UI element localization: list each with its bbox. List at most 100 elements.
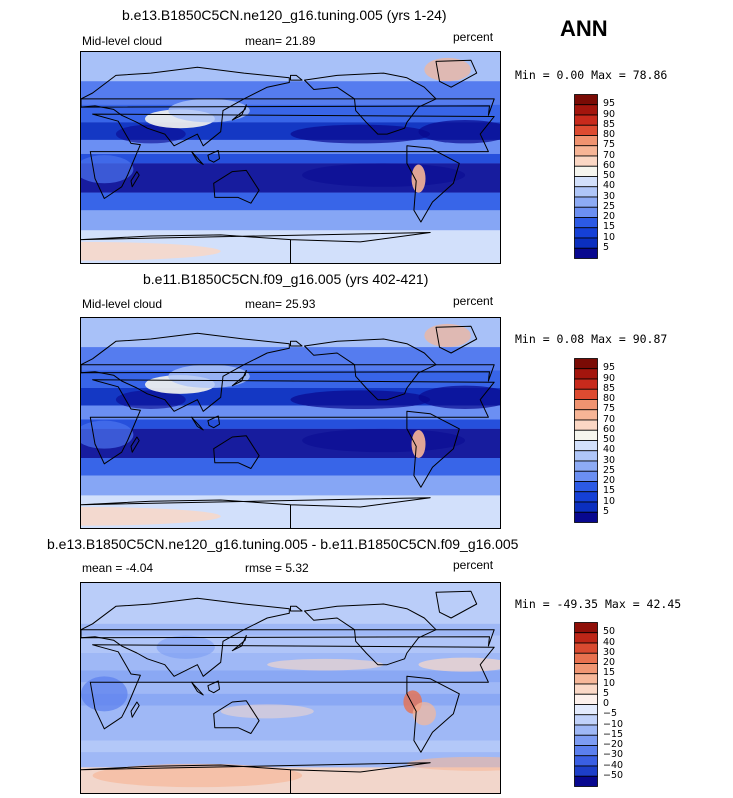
colorbar-box bbox=[574, 165, 598, 177]
colorbar-box bbox=[574, 511, 598, 523]
cloud-patch bbox=[81, 676, 128, 712]
colorbar-tick-label: 20 bbox=[603, 475, 616, 486]
cloud-patch bbox=[302, 428, 466, 453]
colorbar-tick-label: 30 bbox=[603, 646, 616, 658]
colorbar-box bbox=[574, 196, 598, 208]
colorbar-box bbox=[574, 114, 598, 126]
cloud-band bbox=[81, 740, 500, 753]
colorbar-tick-label: 75 bbox=[603, 139, 616, 151]
cloud-band bbox=[81, 139, 500, 154]
colorbar-tick-label: 15 bbox=[603, 485, 616, 497]
coastline bbox=[435, 325, 478, 354]
coastline bbox=[130, 171, 140, 188]
colorbar-tick-label: 60 bbox=[603, 159, 616, 171]
panel-2-min-max: Min = 0.08 Max = 90.87 bbox=[515, 332, 668, 346]
cloud-patch bbox=[81, 507, 221, 526]
colorbar-box bbox=[574, 693, 598, 705]
colorbar-tick-label: −15 bbox=[603, 728, 624, 740]
coastline bbox=[304, 338, 437, 401]
colorbar-tick-label: 10 bbox=[603, 677, 616, 689]
coastline bbox=[191, 416, 204, 431]
cloud-patch bbox=[92, 763, 303, 788]
coastline bbox=[213, 700, 260, 734]
colorbar-box bbox=[574, 409, 598, 421]
coastline bbox=[89, 379, 495, 465]
colorbar-box bbox=[574, 704, 598, 716]
colorbar-tick-label: 40 bbox=[603, 636, 616, 648]
colorbar-tick-label: 90 bbox=[603, 372, 616, 384]
colorbar-box bbox=[574, 155, 598, 167]
panel-2-variable-label: Mid-level cloud bbox=[82, 297, 163, 311]
colorbar-box bbox=[574, 755, 598, 767]
colorbar-box bbox=[574, 652, 598, 664]
colorbar-box bbox=[574, 632, 598, 644]
colorbar-box bbox=[574, 358, 598, 370]
colorbar-tick-label: 50 bbox=[603, 170, 616, 181]
cloud-patch bbox=[168, 98, 250, 123]
colorbar-box bbox=[574, 501, 598, 513]
colorbar-box bbox=[574, 429, 598, 441]
coastline bbox=[130, 701, 140, 718]
colorbar-box bbox=[574, 460, 598, 472]
colorbar-box bbox=[574, 724, 598, 736]
cloud-patch bbox=[168, 364, 250, 388]
colorbar-box bbox=[574, 368, 598, 380]
panel-1-map bbox=[80, 51, 501, 264]
colorbar-tick-label: 95 bbox=[603, 98, 616, 110]
coastline bbox=[81, 98, 495, 116]
colorbar-box bbox=[574, 388, 598, 400]
cloud-patch bbox=[220, 704, 314, 719]
colorbar-tick-label: 5 bbox=[603, 687, 610, 699]
colorbar-tick-label: 0 bbox=[603, 698, 610, 709]
colorbar-box bbox=[574, 683, 598, 695]
coastline bbox=[81, 597, 290, 677]
colorbar-box bbox=[574, 247, 598, 259]
colorbar-box bbox=[574, 450, 598, 462]
colorbar-tick-label: −5 bbox=[603, 708, 618, 720]
colorbar-tick-label: −30 bbox=[603, 749, 624, 761]
colorbar-tick-label: 5 bbox=[603, 505, 610, 517]
colorbar-tick-label: −40 bbox=[603, 759, 624, 771]
cloud-band bbox=[81, 670, 500, 683]
colorbar-boxes bbox=[574, 358, 598, 523]
colorbar-tick-label: 70 bbox=[603, 149, 616, 161]
coastline bbox=[231, 635, 247, 652]
colorbar-box bbox=[574, 745, 598, 757]
coastline bbox=[435, 590, 478, 619]
cloud-patch bbox=[418, 657, 500, 672]
panel-2-map bbox=[80, 317, 501, 529]
colorbar-box bbox=[574, 440, 598, 452]
colorbar-tick-label: 15 bbox=[603, 221, 616, 233]
coastline bbox=[406, 675, 460, 753]
colorbar-tick-label: 75 bbox=[603, 403, 616, 415]
colorbar-tick-label: 25 bbox=[603, 464, 616, 476]
colorbar-tick-label: 20 bbox=[603, 211, 616, 222]
coastline bbox=[81, 232, 431, 263]
coastline bbox=[130, 436, 140, 453]
colorbar-tick-label: −10 bbox=[603, 718, 624, 730]
coastline bbox=[213, 435, 260, 469]
colorbar-tick-label: 85 bbox=[603, 382, 616, 394]
cloud-band bbox=[81, 405, 500, 420]
cloud-patch bbox=[411, 164, 426, 193]
coastline bbox=[89, 644, 495, 730]
colorbar-tick-label: 90 bbox=[603, 108, 616, 120]
coastline bbox=[207, 680, 220, 694]
cloud-patch bbox=[81, 241, 221, 261]
cloud-patch bbox=[418, 119, 500, 144]
colorbar-box bbox=[574, 714, 598, 726]
colorbar-box bbox=[574, 186, 598, 198]
colorbar-tick-label: 30 bbox=[603, 454, 616, 466]
cloud-patch bbox=[418, 385, 500, 409]
colorbar-tick-label: 85 bbox=[603, 118, 616, 130]
colorbar-box bbox=[574, 135, 598, 147]
panel-1-units-label: percent bbox=[453, 30, 494, 44]
coastline bbox=[81, 66, 290, 147]
colorbar-box bbox=[574, 124, 598, 136]
colorbar-tick-label: 60 bbox=[603, 423, 616, 435]
cloud-patch bbox=[156, 635, 215, 659]
cloud-band bbox=[81, 693, 500, 706]
cloud-patch bbox=[406, 756, 500, 771]
cloud-band bbox=[81, 458, 500, 476]
cloud-band bbox=[81, 210, 500, 231]
